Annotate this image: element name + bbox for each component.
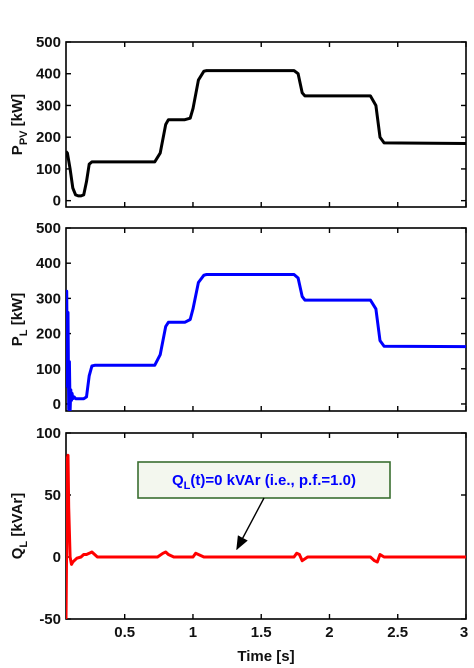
y-tick-label: 0 <box>53 549 61 566</box>
y-tick-label: -50 <box>39 611 61 628</box>
x-tick-label: 1.5 <box>251 624 272 641</box>
plot-frame <box>65 432 467 620</box>
y-tick-label: 100 <box>36 361 61 378</box>
series-line-3 <box>66 453 466 619</box>
y-tick-label: 400 <box>36 255 61 272</box>
y-tick-label: 500 <box>36 220 61 237</box>
y-tick-label: 500 <box>36 34 61 51</box>
annotation-arrow <box>236 497 265 551</box>
series-line-2 <box>66 273 466 411</box>
x-tick-label: 3 <box>460 624 468 641</box>
y-axis-label: QL [kVAr] <box>9 493 30 559</box>
y-tick-label: 300 <box>36 290 61 307</box>
panel-1: 0 100 200 300 400 500 PPV [kW] <box>9 34 467 210</box>
y-tick-label: 300 <box>36 97 61 114</box>
y-tick-label: 50 <box>44 487 61 504</box>
panel-2: 0 100 200 300 400 500 PL [kW] <box>9 220 467 413</box>
y-tick-label: 100 <box>36 425 61 442</box>
y-tick-label: 200 <box>36 326 61 343</box>
plot-frame <box>65 227 467 412</box>
y-tick-label: 0 <box>53 396 61 413</box>
y-tick-label: 200 <box>36 129 61 146</box>
y-tick-label: 100 <box>36 161 61 178</box>
x-tick-label: 0.5 <box>114 624 135 641</box>
y-axis-label: PPV [kW] <box>9 94 30 155</box>
y-tick-label: 0 <box>53 193 61 210</box>
x-axis-label: Time [s] <box>237 648 294 665</box>
series-line-1 <box>66 69 466 198</box>
y-tick-label: 400 <box>36 66 61 83</box>
plot-frame <box>65 41 467 208</box>
annotation-box <box>137 461 391 499</box>
annotation-text: QL(t)=0 kVAr (i.e., p.f.=1.0) <box>172 472 356 492</box>
x-tick-label: 1 <box>189 624 197 641</box>
panel-3: -50 0 50 100 0.5 1 1.5 2 2.5 3 QL [kVAr] Time [s] QL… <box>9 425 468 665</box>
x-tick-label: 2.5 <box>387 624 408 641</box>
x-tick-label: 2 <box>325 624 333 641</box>
y-axis-label: PL [kW] <box>9 293 30 346</box>
